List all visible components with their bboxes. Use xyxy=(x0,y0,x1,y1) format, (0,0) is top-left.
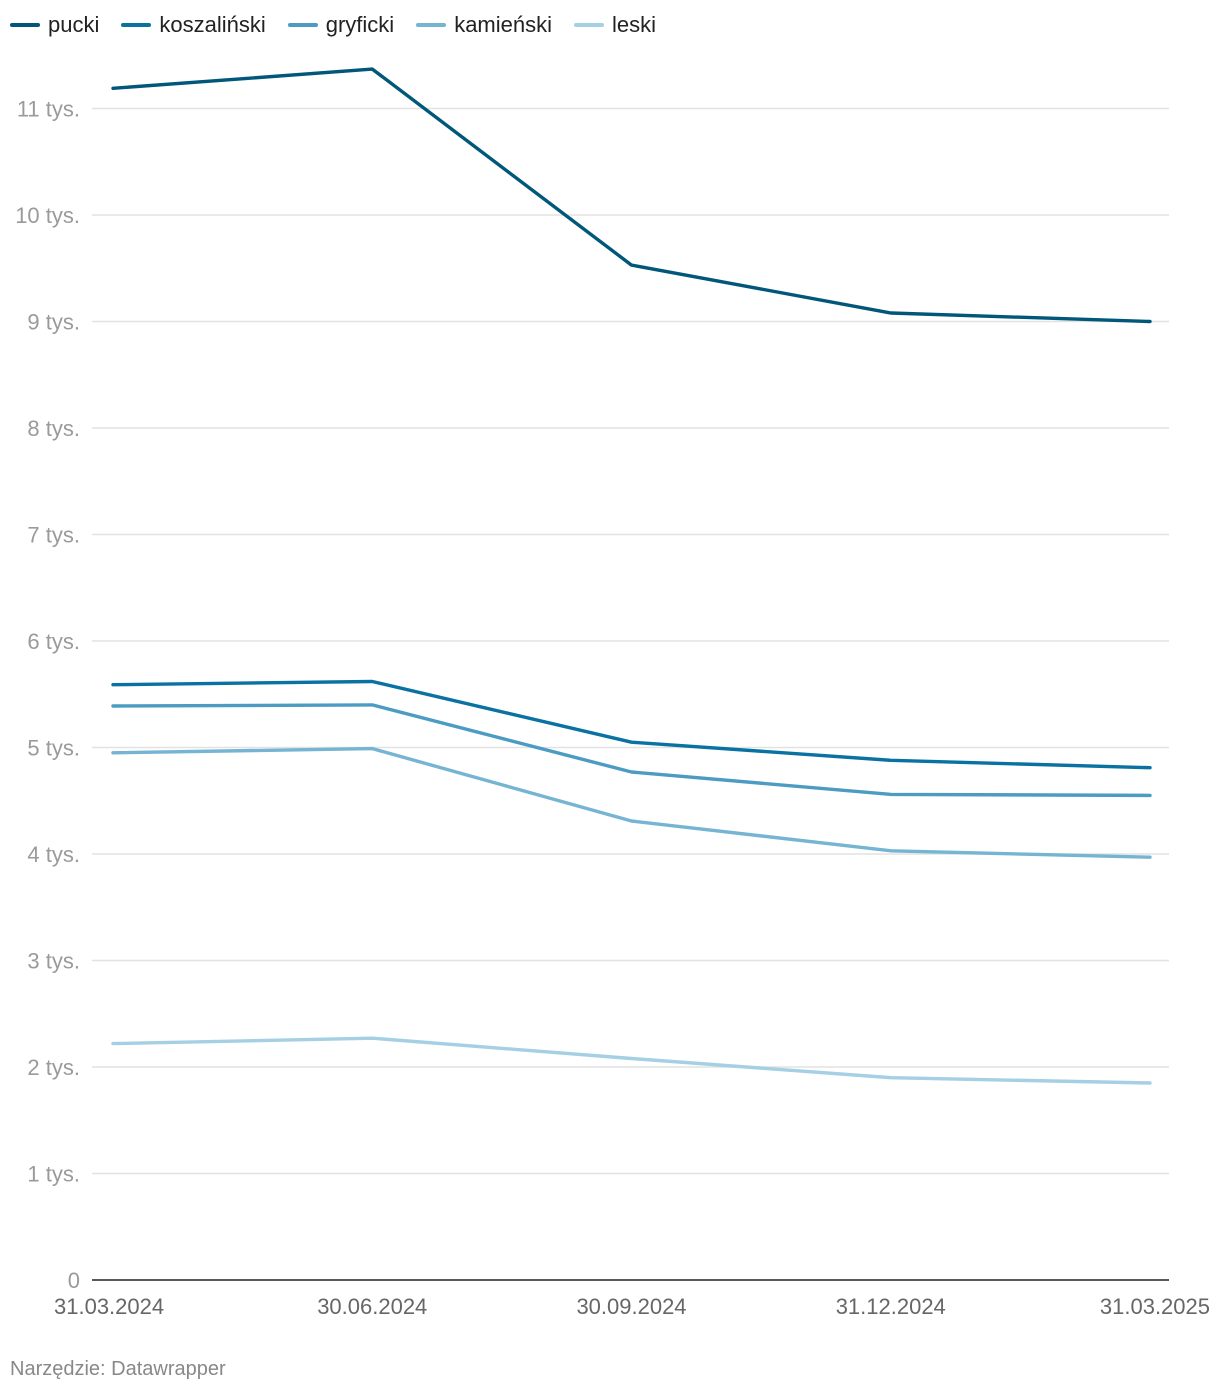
legend-item-gryficki: gryficki xyxy=(287,12,395,38)
y-tick-label: 9 tys. xyxy=(27,310,80,335)
y-tick-label: 0 xyxy=(68,1268,80,1293)
y-tick-label: 8 tys. xyxy=(27,416,80,441)
series-line-pucki xyxy=(111,67,1152,324)
legend-item-leski: leski xyxy=(574,12,656,38)
legend-label: leski xyxy=(612,12,657,37)
legend-label: gryficki xyxy=(325,12,395,37)
legend-label: koszaliński xyxy=(159,12,266,37)
series-lines xyxy=(111,67,1152,1085)
y-tick-label: 11 tys. xyxy=(17,97,80,122)
x-tick-label: 31.12.2024 xyxy=(836,1294,946,1319)
y-tick-label: 1 tys. xyxy=(27,1162,80,1187)
y-tick-label: 6 tys. xyxy=(27,629,80,654)
x-axis-ticks: 31.03.2024 30.06.2024 30.09.2024 31.12.2024… xyxy=(54,1294,1210,1319)
y-tick-label: 2 tys. xyxy=(27,1055,80,1080)
legend-swatch xyxy=(287,23,318,27)
series-line-gryficki xyxy=(111,703,1152,798)
legend-label: pucki xyxy=(48,12,100,37)
legend-swatch xyxy=(10,23,40,27)
source-note: Narzędzie: Datawrapper xyxy=(10,1358,226,1380)
series-line-leski xyxy=(111,1036,1152,1085)
legend-item-pucki: pucki xyxy=(10,12,99,38)
y-tick-label: 3 tys. xyxy=(27,949,80,974)
series-line-kamieński xyxy=(111,746,1152,859)
y-axis-ticks: 0 1 tys. 2 tys. 3 tys. 4 tys. 5 tys. 6 tys. 7 t… xyxy=(15,97,80,1294)
x-tick-label: 30.06.2024 xyxy=(317,1294,427,1319)
legend-swatch xyxy=(574,23,604,27)
legend: pucki koszaliński gryficki kamieński les… xyxy=(10,12,656,38)
legend-item-kamienski: kamieński xyxy=(416,12,552,38)
series-line-koszaliński xyxy=(111,679,1152,770)
legend-label: kamieński xyxy=(454,12,552,37)
x-tick-label: 30.09.2024 xyxy=(576,1294,686,1319)
legend-item-koszalinski: koszaliński xyxy=(121,12,266,38)
y-tick-label: 5 tys. xyxy=(27,736,80,761)
x-tick-label: 31.03.2024 xyxy=(54,1294,164,1319)
y-tick-label: 4 tys. xyxy=(27,842,80,867)
legend-swatch xyxy=(416,23,447,27)
gridlines xyxy=(92,107,1169,1281)
y-tick-label: 10 tys. xyxy=(15,203,80,228)
legend-swatch xyxy=(121,23,152,27)
x-tick-label: 31.03.2025 xyxy=(1100,1294,1210,1319)
y-tick-label: 7 tys. xyxy=(27,523,80,548)
